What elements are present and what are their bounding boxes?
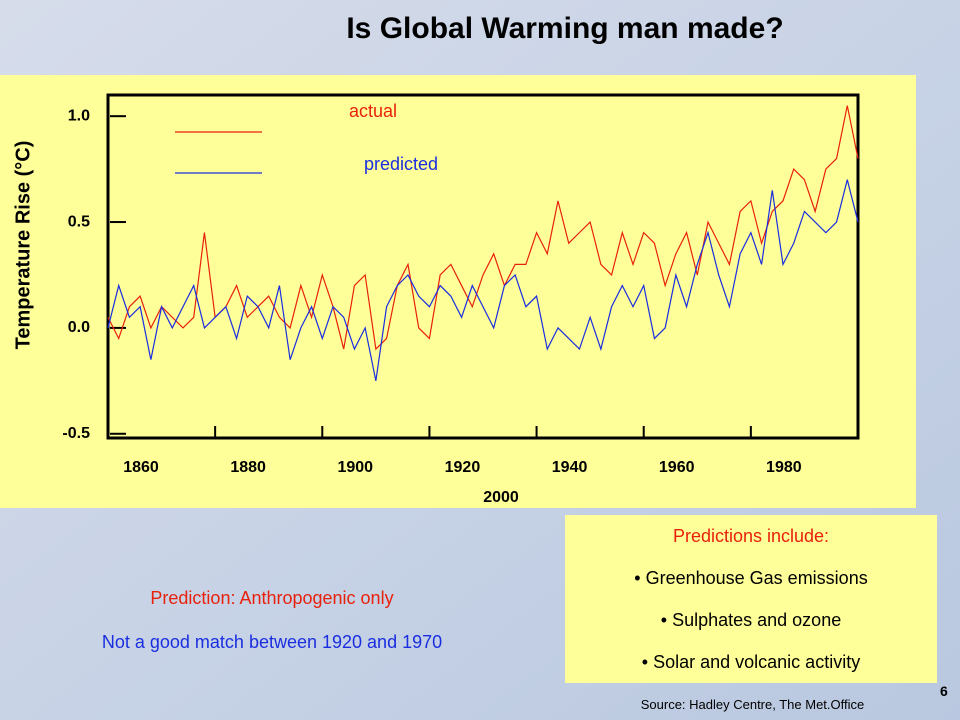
box-item-text: Sulphates and ozone <box>672 610 842 630</box>
note-prediction: Prediction: Anthropogenic only <box>150 588 394 608</box>
legend-label: actual <box>349 101 397 121</box>
plot-frame <box>106 93 860 440</box>
x-tick-label: 1920 <box>445 459 481 476</box>
box-item: • Sulphates and ozone <box>660 610 842 630</box>
chart-panel <box>0 75 916 508</box>
legend-label: predicted <box>364 154 438 174</box>
predictions-box: Predictions include: • Greenhouse Gas em… <box>565 515 937 683</box>
chart-title: Is Global Warming man made? <box>346 12 783 45</box>
box-heading: Predictions include: <box>672 526 830 546</box>
y-tick-label: 0.5 <box>68 213 90 230</box>
y-tick-label: -0.5 <box>62 425 90 442</box>
series-line <box>107 105 859 351</box>
y-tick-label: 1.0 <box>68 107 90 124</box>
box-item: • Solar and volcanic activity <box>641 652 861 672</box>
page-number: 6 <box>940 683 948 699</box>
note-match: Not a good match between 1920 and 1970 <box>101 632 443 652</box>
box-item-text: Greenhouse Gas emissions <box>645 568 868 588</box>
series-line <box>107 179 859 381</box>
x-tick-label: 1960 <box>659 459 695 476</box>
x-tick-label: 1940 <box>552 459 588 476</box>
box-item-text: Solar and volcanic activity <box>653 652 861 672</box>
x-tick-label: 1860 <box>123 459 159 476</box>
y-tick-label: 0.0 <box>68 319 90 336</box>
x-tick-label: 1900 <box>337 459 373 476</box>
y-axis-label: Temperature Rise (°C) <box>12 141 34 350</box>
x-tick-label: 1880 <box>230 459 266 476</box>
source: Source: Hadley Centre, The Met.Office <box>640 697 865 712</box>
x-tick-label: 2000 <box>483 489 519 506</box>
x-tick-label: 1980 <box>766 459 802 476</box>
box-item: • Greenhouse Gas emissions <box>634 568 868 588</box>
